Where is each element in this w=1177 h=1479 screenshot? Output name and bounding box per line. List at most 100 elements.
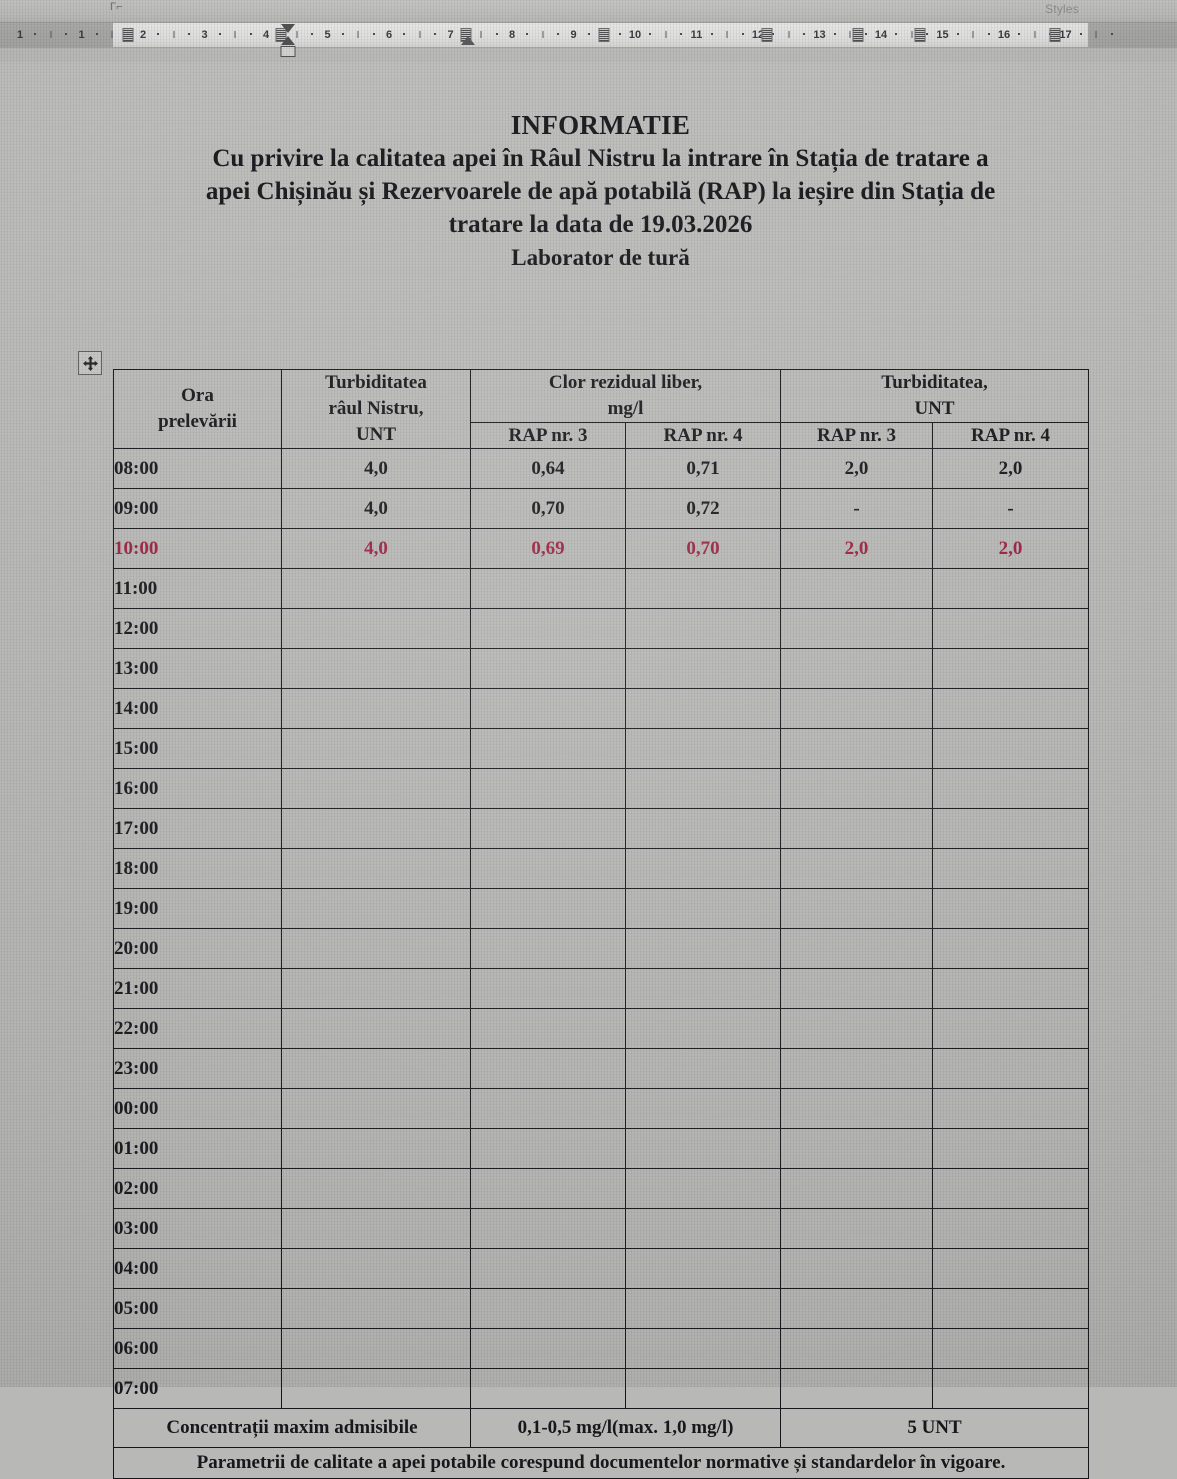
cell-sampling-time[interactable]: 09:00 [113, 488, 282, 529]
cell-turbidity-river[interactable] [281, 568, 471, 609]
cell-turbidity-river[interactable] [281, 1248, 471, 1289]
cell-turbidity-rap4[interactable]: 2,0 [932, 528, 1090, 569]
cell-sampling-time[interactable]: 12:00 [113, 608, 282, 649]
cell-chlorine-rap3[interactable] [470, 768, 626, 809]
cell-chlorine-rap3[interactable] [470, 888, 626, 929]
cell-chlorine-rap4[interactable] [624, 648, 782, 689]
cell-turbidity-rap3[interactable]: 2,0 [780, 448, 934, 489]
cell-turbidity-rap4[interactable] [932, 728, 1090, 769]
cell-turbidity-river[interactable] [281, 848, 471, 889]
cell-turbidity-rap4[interactable] [932, 848, 1090, 889]
cell-turbidity-rap3[interactable] [780, 928, 934, 969]
cell-chlorine-rap3[interactable] [470, 848, 626, 889]
cell-sampling-time[interactable]: 23:00 [113, 1048, 282, 1089]
cell-turbidity-river[interactable] [281, 1168, 471, 1209]
cell-turbidity-rap4[interactable] [932, 968, 1090, 1009]
cell-turbidity-rap4[interactable] [932, 808, 1090, 849]
cell-turbidity-rap3[interactable] [780, 1288, 934, 1329]
cell-chlorine-rap4[interactable] [624, 848, 782, 889]
cell-sampling-time[interactable]: 14:00 [113, 688, 282, 729]
cell-turbidity-river[interactable] [281, 608, 471, 649]
cell-turbidity-river[interactable] [281, 648, 471, 689]
cell-turbidity-rap4[interactable] [932, 928, 1090, 969]
cell-sampling-time[interactable]: 15:00 [113, 728, 282, 769]
cell-turbidity-rap4[interactable]: 2,0 [932, 448, 1090, 489]
cell-turbidity-rap3[interactable] [780, 968, 934, 1009]
cell-chlorine-rap4[interactable]: 0,70 [624, 528, 782, 569]
cell-turbidity-rap4[interactable] [932, 1128, 1090, 1169]
cell-sampling-time[interactable]: 02:00 [113, 1168, 282, 1209]
cell-sampling-time[interactable]: 05:00 [113, 1288, 282, 1329]
ruler-tab-stop-7[interactable] [914, 28, 926, 42]
cell-turbidity-river[interactable] [281, 968, 471, 1009]
cell-sampling-time[interactable]: 10:00 [113, 528, 282, 569]
cell-chlorine-rap4[interactable] [624, 728, 782, 769]
cell-turbidity-river[interactable] [281, 1208, 471, 1249]
cell-turbidity-river[interactable]: 4,0 [281, 448, 471, 489]
ruler-tab-stop-5[interactable] [761, 28, 773, 42]
cell-chlorine-rap4[interactable] [624, 1288, 782, 1329]
cell-turbidity-rap3[interactable] [780, 1208, 934, 1249]
cell-turbidity-rap4[interactable] [932, 568, 1090, 609]
cell-chlorine-rap4[interactable]: 0,71 [624, 448, 782, 489]
cell-chlorine-rap4[interactable] [624, 1328, 782, 1369]
cell-chlorine-rap3[interactable] [470, 1008, 626, 1049]
cell-chlorine-rap4[interactable] [624, 928, 782, 969]
cell-turbidity-rap3[interactable]: 2,0 [780, 528, 934, 569]
cell-turbidity-rap3[interactable] [780, 1088, 934, 1129]
cell-chlorine-rap3[interactable] [470, 1328, 626, 1369]
cell-chlorine-rap3[interactable] [470, 1048, 626, 1089]
cell-chlorine-rap3[interactable] [470, 728, 626, 769]
cell-turbidity-rap3[interactable] [780, 1128, 934, 1169]
cell-sampling-time[interactable]: 21:00 [113, 968, 282, 1009]
cell-chlorine-rap4[interactable] [624, 808, 782, 849]
cell-turbidity-rap4[interactable] [932, 1048, 1090, 1089]
cell-turbidity-rap3[interactable] [780, 648, 934, 689]
limits-chlorine-cell[interactable]: 0,1-0,5 mg/l(max. 1,0 mg/l) [469, 1408, 782, 1448]
cell-turbidity-rap3[interactable] [780, 848, 934, 889]
cell-turbidity-river[interactable] [281, 928, 471, 969]
cell-turbidity-rap3[interactable] [780, 768, 934, 809]
cell-chlorine-rap3[interactable] [470, 1208, 626, 1249]
cell-turbidity-rap4[interactable] [932, 648, 1090, 689]
ruler-left-indent-box[interactable] [280, 46, 296, 57]
cell-turbidity-river[interactable] [281, 888, 471, 929]
cell-turbidity-rap3[interactable] [780, 1248, 934, 1289]
cell-chlorine-rap4[interactable] [624, 768, 782, 809]
cell-turbidity-river[interactable]: 4,0 [281, 528, 471, 569]
cell-turbidity-rap4[interactable]: - [932, 488, 1090, 529]
cell-sampling-time[interactable]: 17:00 [113, 808, 282, 849]
ruler-left-margin-zone[interactable] [0, 23, 113, 47]
cell-turbidity-rap3[interactable] [780, 608, 934, 649]
cell-turbidity-rap4[interactable] [932, 688, 1090, 729]
cell-chlorine-rap3[interactable] [470, 568, 626, 609]
compliance-note-cell[interactable]: Parametrii de calitate a apei potabile c… [112, 1447, 1090, 1479]
cell-chlorine-rap3[interactable] [470, 1128, 626, 1169]
cell-sampling-time[interactable]: 06:00 [113, 1328, 282, 1369]
ruler-hanging-indent-marker[interactable] [461, 36, 475, 45]
cell-turbidity-river[interactable] [281, 768, 471, 809]
cell-turbidity-river[interactable] [281, 1128, 471, 1169]
cell-sampling-time[interactable]: 07:00 [113, 1368, 282, 1409]
cell-sampling-time[interactable]: 01:00 [113, 1128, 282, 1169]
limits-turbidity-cell[interactable]: 5 UNT [780, 1408, 1090, 1448]
cell-turbidity-rap3[interactable] [780, 808, 934, 849]
cell-turbidity-rap3[interactable] [780, 1368, 934, 1409]
cell-chlorine-rap3[interactable] [470, 1168, 626, 1209]
ruler-first-line-indent-marker[interactable] [281, 24, 295, 33]
cell-turbidity-rap4[interactable] [932, 1248, 1090, 1289]
cell-turbidity-rap3[interactable] [780, 1168, 934, 1209]
cell-chlorine-rap4[interactable] [624, 568, 782, 609]
ruler-tab-stop-6[interactable] [852, 28, 864, 42]
cell-sampling-time[interactable]: 03:00 [113, 1208, 282, 1249]
cell-chlorine-rap4[interactable]: 0,72 [624, 488, 782, 529]
cell-turbidity-river[interactable] [281, 728, 471, 769]
cell-chlorine-rap4[interactable] [624, 608, 782, 649]
cell-chlorine-rap3[interactable]: 0,64 [470, 448, 626, 489]
cell-sampling-time[interactable]: 22:00 [113, 1008, 282, 1049]
cell-turbidity-rap4[interactable] [932, 888, 1090, 929]
ruler-tab-stop-4[interactable] [598, 28, 610, 42]
cell-chlorine-rap4[interactable] [624, 1008, 782, 1049]
cell-chlorine-rap4[interactable] [624, 1048, 782, 1089]
cell-chlorine-rap3[interactable] [470, 688, 626, 729]
